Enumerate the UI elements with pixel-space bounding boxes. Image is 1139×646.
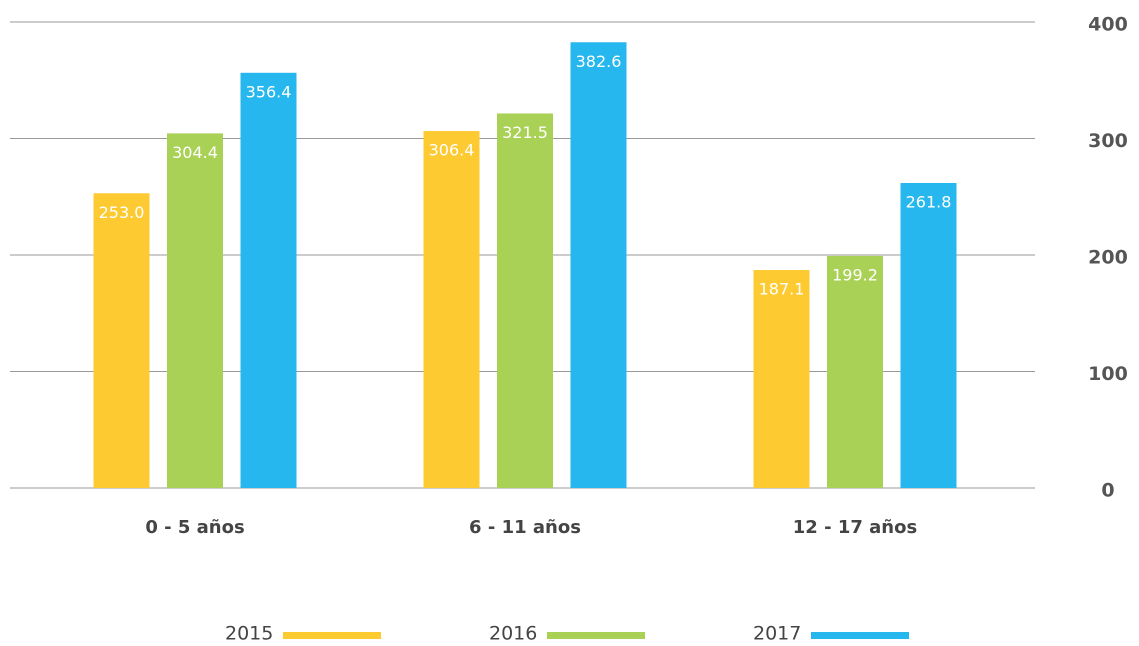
data-label: 321.5 [502,123,548,142]
data-label: 304.4 [172,143,218,162]
y-tick-label: 400 [1088,14,1128,36]
bar [93,193,150,488]
legend-label: 2017 [753,623,801,645]
bar [167,133,223,488]
data-label: 306.4 [429,141,475,160]
bar [753,270,810,488]
x-tick-label: 0 - 5 años [145,517,244,538]
data-label: 187.1 [759,280,805,299]
bar [900,183,957,489]
legend-swatch [283,632,381,639]
x-tick-label: 6 - 11 años [469,517,581,538]
bar [240,72,297,488]
y-tick-label: 100 [1088,363,1128,385]
bar [423,131,480,488]
data-label: 356.4 [246,82,292,101]
y-tick-label: 0 [1101,480,1114,502]
bar [570,42,627,489]
y-tick-label: 300 [1088,130,1128,152]
data-label: 199.2 [832,265,878,284]
legend-swatch [811,632,909,639]
legend-label: 2015 [225,623,273,645]
data-label: 253.0 [99,203,145,222]
bar [497,113,553,488]
data-label: 261.8 [906,193,952,212]
legend-label: 2016 [489,623,537,645]
legend-swatch [547,632,645,639]
y-tick-label: 200 [1088,247,1128,269]
data-label: 382.6 [576,52,622,71]
bar [827,255,883,488]
x-tick-label: 12 - 17 años [793,517,917,538]
